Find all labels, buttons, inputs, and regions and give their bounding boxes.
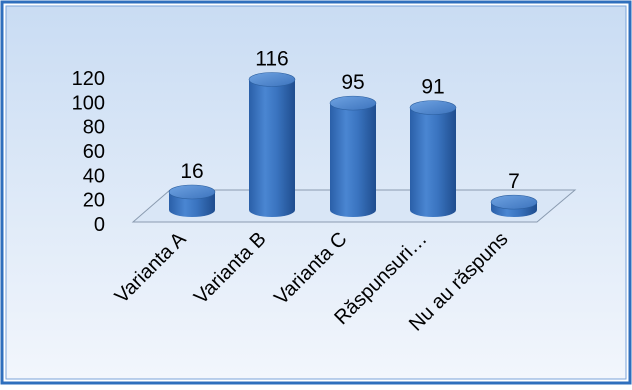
y-tick-label: 80 bbox=[83, 117, 105, 139]
bar: 91 bbox=[409, 76, 457, 217]
bar-top bbox=[168, 184, 216, 200]
data-label: 116 bbox=[255, 48, 288, 71]
data-label: 7 bbox=[508, 170, 520, 193]
bar-top bbox=[490, 194, 538, 210]
y-tick-label: 60 bbox=[83, 141, 105, 163]
bar-top bbox=[248, 72, 296, 87]
bar-body bbox=[249, 79, 295, 217]
bar-body bbox=[410, 107, 456, 217]
bar: 116 bbox=[248, 48, 296, 217]
data-label: 91 bbox=[421, 76, 444, 99]
data-label: 16 bbox=[180, 160, 203, 183]
data-label: 95 bbox=[341, 71, 364, 94]
bar-top bbox=[409, 100, 457, 115]
bar-body bbox=[330, 103, 376, 217]
y-tick-label: 120 bbox=[72, 68, 105, 90]
y-tick-label: 100 bbox=[72, 92, 105, 114]
bar: 16 bbox=[168, 160, 216, 217]
y-tick-label: 0 bbox=[94, 214, 105, 236]
bar: 7 bbox=[490, 170, 538, 217]
bar-top bbox=[329, 95, 377, 111]
y-tick-label: 20 bbox=[83, 190, 105, 212]
bars-group: 16 116 95 91 7 bbox=[168, 48, 538, 217]
y-tick-label: 40 bbox=[83, 165, 105, 187]
bar: 95 bbox=[329, 71, 377, 217]
